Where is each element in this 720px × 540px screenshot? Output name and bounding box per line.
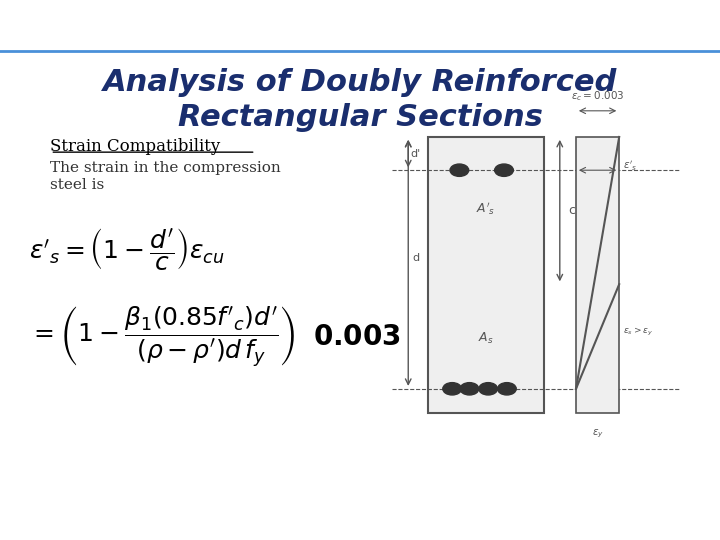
Bar (428, 137, 544, 413)
Text: d': d' (410, 148, 420, 159)
Text: steel is: steel is (50, 178, 104, 192)
Text: $\varepsilon_y$: $\varepsilon_y$ (592, 428, 603, 440)
Circle shape (495, 164, 513, 177)
Circle shape (460, 383, 479, 395)
Text: $\varepsilon_c = 0.003$: $\varepsilon_c = 0.003$ (571, 90, 624, 104)
Text: d: d (412, 253, 419, 263)
Circle shape (498, 383, 516, 395)
Text: $\varepsilon'_s = \left(1 - \dfrac{d'}{c}\right)\varepsilon_{cu}$: $\varepsilon'_s = \left(1 - \dfrac{d'}{c… (29, 226, 225, 272)
Text: Rectangular Sections: Rectangular Sections (178, 104, 542, 132)
Circle shape (479, 383, 498, 395)
Text: $= \left(1 - \dfrac{\beta_1 (0.85 f'_c) d'}{(\rho - \rho') d\, f_y}\right)$: $= \left(1 - \dfrac{\beta_1 (0.85 f'_c) … (29, 304, 295, 369)
Text: $A'_s$: $A'_s$ (477, 200, 495, 217)
Bar (576, 137, 619, 413)
Text: Strain Compatibility: Strain Compatibility (50, 138, 220, 155)
Text: c: c (569, 204, 575, 217)
Text: $A_s$: $A_s$ (478, 332, 494, 347)
Circle shape (443, 383, 462, 395)
Text: Analysis of Doubly Reinforced: Analysis of Doubly Reinforced (103, 68, 617, 97)
Text: $\mathbf{0.003}$: $\mathbf{0.003}$ (313, 322, 401, 350)
Text: $\varepsilon_s > \varepsilon_y$: $\varepsilon_s > \varepsilon_y$ (623, 326, 653, 338)
Circle shape (450, 164, 469, 177)
Text: $\varepsilon'_s$: $\varepsilon'_s$ (623, 158, 637, 173)
Text: The strain in the compression: The strain in the compression (50, 161, 281, 175)
